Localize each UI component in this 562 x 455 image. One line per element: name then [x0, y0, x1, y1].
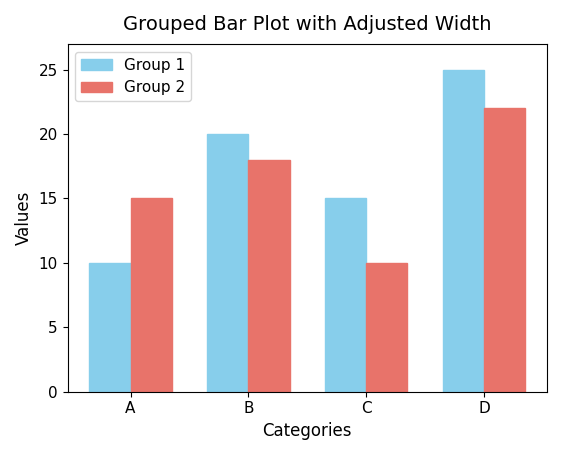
Bar [366, 263, 407, 392]
Bar [130, 198, 172, 392]
Legend: Group 1, Group 2: Group 1, Group 2 [75, 51, 191, 101]
Bar [89, 263, 130, 392]
Bar [325, 198, 366, 392]
Bar [443, 70, 484, 392]
Title: Grouped Bar Plot with Adjusted Width: Grouped Bar Plot with Adjusted Width [123, 15, 492, 34]
X-axis label: Categories: Categories [262, 422, 352, 440]
Y-axis label: Values: Values [15, 191, 33, 245]
Bar [484, 108, 525, 392]
Bar [248, 160, 289, 392]
Bar [207, 134, 248, 392]
